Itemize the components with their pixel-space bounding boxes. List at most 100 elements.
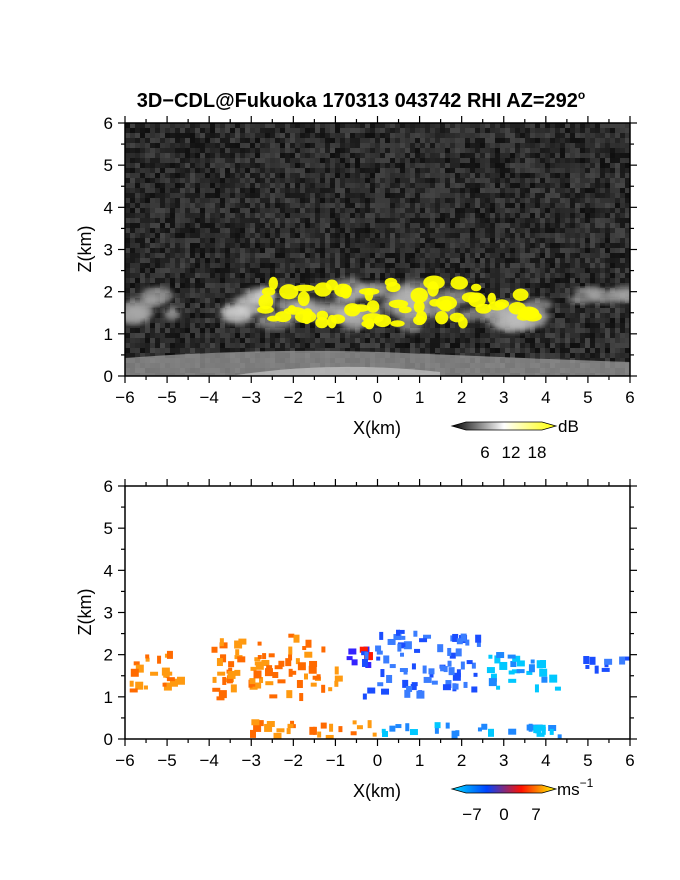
- noise-cell: [440, 178, 445, 183]
- noise-cell: [525, 268, 530, 273]
- noise-cell: [595, 333, 600, 338]
- noise-cell: [550, 218, 555, 223]
- noise-cell: [440, 258, 445, 263]
- noise-cell: [150, 258, 155, 263]
- noise-cell: [385, 268, 390, 273]
- noise-cell: [290, 348, 295, 353]
- noise-cell: [145, 258, 150, 263]
- noise-cell: [180, 158, 185, 163]
- noise-cell: [400, 148, 405, 153]
- noise-cell: [625, 308, 630, 313]
- noise-cell: [420, 153, 425, 158]
- noise-cell: [185, 193, 190, 198]
- noise-cell: [420, 143, 425, 148]
- noise-cell: [255, 273, 260, 278]
- noise-cell: [575, 253, 580, 258]
- noise-cell: [595, 228, 600, 233]
- noise-cell: [485, 243, 490, 248]
- noise-cell: [375, 238, 380, 243]
- noise-cell: [155, 143, 160, 148]
- noise-cell: [235, 238, 240, 243]
- noise-cell: [280, 153, 285, 158]
- noise-cell: [590, 318, 595, 323]
- noise-cell: [190, 243, 195, 248]
- noise-cell: [175, 293, 180, 298]
- noise-cell: [455, 133, 460, 138]
- noise-cell: [250, 248, 255, 253]
- noise-cell: [210, 283, 215, 288]
- noise-cell: [250, 168, 255, 173]
- noise-cell: [200, 258, 205, 263]
- noise-cell: [190, 228, 195, 233]
- noise-cell: [590, 148, 595, 153]
- noise-cell: [330, 348, 335, 353]
- noise-cell: [595, 133, 600, 138]
- noise-cell: [600, 193, 605, 198]
- noise-cell: [325, 168, 330, 173]
- noise-cell: [355, 233, 360, 238]
- noise-cell: [535, 138, 540, 143]
- noise-cell: [130, 263, 135, 268]
- noise-cell: [345, 328, 350, 333]
- noise-cell: [140, 333, 145, 338]
- noise-cell: [160, 178, 165, 183]
- noise-cell: [505, 233, 510, 238]
- noise-cell: [515, 213, 520, 218]
- noise-cell: [580, 143, 585, 148]
- noise-cell: [360, 248, 365, 253]
- noise-cell: [290, 238, 295, 243]
- noise-cell: [125, 178, 130, 183]
- noise-cell: [550, 348, 555, 353]
- noise-cell: [580, 138, 585, 143]
- noise-cell: [415, 258, 420, 263]
- noise-cell: [475, 123, 480, 128]
- noise-cell: [180, 293, 185, 298]
- noise-cell: [550, 318, 555, 323]
- noise-cell: [560, 193, 565, 198]
- noise-cell: [480, 268, 485, 273]
- noise-cell: [430, 258, 435, 263]
- noise-cell: [410, 258, 415, 263]
- noise-cell: [295, 328, 300, 333]
- noise-cell: [620, 318, 625, 323]
- noise-cell: [575, 278, 580, 283]
- noise-cell: [555, 183, 560, 188]
- noise-cell: [290, 143, 295, 148]
- noise-cell: [230, 278, 235, 283]
- noise-cell: [505, 353, 510, 358]
- noise-cell: [390, 198, 395, 203]
- noise-cell: [305, 173, 310, 178]
- noise-cell: [480, 128, 485, 133]
- noise-cell: [250, 158, 255, 163]
- noise-cell: [540, 243, 545, 248]
- noise-cell: [310, 193, 315, 198]
- noise-cell: [395, 333, 400, 338]
- noise-cell: [470, 223, 475, 228]
- noise-cell: [380, 163, 385, 168]
- noise-cell: [280, 163, 285, 168]
- noise-cell: [295, 343, 300, 348]
- noise-cell: [580, 158, 585, 163]
- noise-cell: [255, 143, 260, 148]
- noise-cell: [335, 268, 340, 273]
- noise-cell: [175, 243, 180, 248]
- noise-cell: [555, 333, 560, 338]
- noise-cell: [405, 228, 410, 233]
- noise-cell: [590, 333, 595, 338]
- noise-cell: [315, 253, 320, 258]
- noise-cell: [215, 218, 220, 223]
- noise-cell: [445, 218, 450, 223]
- noise-cell: [550, 238, 555, 243]
- noise-cell: [220, 288, 225, 293]
- noise-cell: [305, 233, 310, 238]
- noise-cell: [505, 198, 510, 203]
- noise-cell: [480, 198, 485, 203]
- noise-cell: [380, 138, 385, 143]
- noise-cell: [410, 143, 415, 148]
- noise-cell: [595, 303, 600, 308]
- noise-cell: [590, 268, 595, 273]
- noise-cell: [440, 228, 445, 233]
- noise-cell: [515, 228, 520, 233]
- noise-cell: [150, 273, 155, 278]
- noise-cell: [320, 268, 325, 273]
